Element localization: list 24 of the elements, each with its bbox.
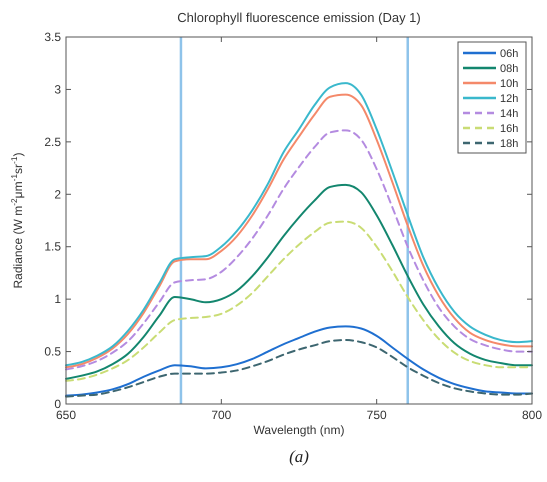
legend-label: 14h [500, 108, 518, 120]
x-tick-label: 700 [211, 408, 232, 422]
y-tick-label: 3.5 [44, 30, 62, 44]
y-tick-label: 2 [54, 187, 62, 202]
chart-title: Chlorophyll fluorescence emission (Day 1) [177, 10, 421, 25]
text: (a) [289, 447, 310, 466]
y-tick-label: 0 [54, 397, 62, 411]
x-axis-title: Wavelength (nm) [254, 423, 344, 437]
y-tick-label: 2.5 [44, 134, 62, 149]
y-tick-label: 1 [54, 292, 62, 306]
legend-label: 18h [500, 138, 518, 150]
legend-label: 06h [500, 48, 518, 60]
legend-label: 16h [500, 123, 518, 135]
y-tick-label: 0.5 [44, 344, 62, 359]
legend-label: 12h [500, 93, 518, 105]
y-tick-label: 3 [54, 82, 62, 96]
x-tick-label: 650 [56, 408, 76, 422]
line-series [65, 184, 533, 380]
legend-label: 10h [500, 78, 518, 90]
y-tick-label: 1.5 [44, 240, 62, 254]
legend-label: 08h [500, 63, 518, 75]
line-series [65, 339, 533, 398]
x-tick-label: 800 [522, 408, 542, 422]
x-tick-label: 750 [366, 408, 387, 422]
